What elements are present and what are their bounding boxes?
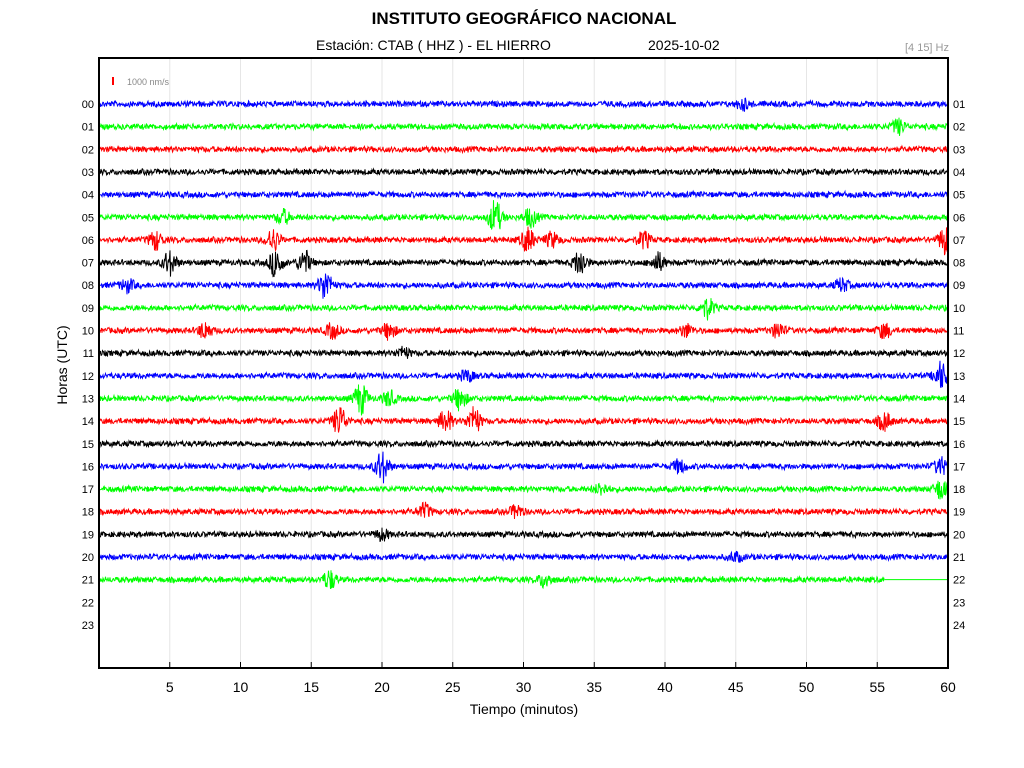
chart-title: INSTITUTO GEOGRÁFICO NACIONAL bbox=[371, 9, 677, 28]
trace-hour-07 bbox=[99, 249, 949, 278]
trace-hour-16 bbox=[99, 451, 949, 484]
trace-hour-03 bbox=[99, 167, 949, 177]
right-hour-label-02: 02 bbox=[953, 122, 965, 134]
right-hour-label-05: 05 bbox=[953, 190, 965, 202]
left-hour-label-21: 21 bbox=[82, 575, 94, 587]
right-hour-label-13: 13 bbox=[953, 371, 965, 383]
left-hour-label-05: 05 bbox=[82, 212, 94, 224]
right-hour-label-23: 23 bbox=[953, 597, 965, 609]
left-hour-label-13: 13 bbox=[82, 393, 94, 405]
left-hour-label-03: 03 bbox=[82, 167, 94, 179]
x-tick-label-50: 50 bbox=[799, 679, 815, 695]
right-hour-label-24: 24 bbox=[953, 620, 965, 632]
left-hour-label-11: 11 bbox=[83, 348, 94, 360]
left-hour-label-06: 06 bbox=[82, 235, 94, 247]
left-hour-label-16: 16 bbox=[82, 461, 94, 473]
right-hour-label-15: 15 bbox=[953, 416, 965, 428]
left-hour-label-02: 02 bbox=[82, 144, 94, 156]
right-hour-label-06: 06 bbox=[953, 212, 965, 224]
x-axis-label: Tiempo (minutos) bbox=[469, 701, 579, 717]
right-hour-ticks: 01 02 03 04 05 06 07 08 09 10 11 12 13 14 15 16 17 18 19 20… bbox=[953, 99, 965, 632]
left-hour-label-22: 22 bbox=[82, 597, 94, 609]
right-hour-label-03: 03 bbox=[953, 144, 965, 156]
left-hour-label-07: 07 bbox=[82, 258, 94, 270]
trace-hour-15 bbox=[99, 438, 949, 449]
left-hour-label-14: 14 bbox=[82, 416, 94, 428]
right-hour-label-10: 10 bbox=[953, 303, 965, 315]
trace-hour-19 bbox=[99, 527, 949, 543]
x-tick-label-40: 40 bbox=[657, 679, 673, 695]
left-hour-label-08: 08 bbox=[82, 280, 94, 292]
right-hour-label-17: 17 bbox=[953, 461, 965, 473]
trace-hour-12 bbox=[99, 360, 949, 388]
left-hour-label-23: 23 bbox=[82, 620, 94, 632]
trace-hour-08 bbox=[99, 273, 949, 299]
x-tick-label-5: 5 bbox=[166, 679, 174, 695]
left-hour-label-12: 12 bbox=[82, 371, 94, 383]
x-tick-label-60: 60 bbox=[940, 679, 956, 695]
left-hour-ticks: 00 01 02 03 04 05 06 07 08 09 10 11 12 13 14 15 16 17 18 19… bbox=[82, 99, 94, 632]
left-hour-label-10: 10 bbox=[82, 326, 94, 338]
trace-hour-21 bbox=[99, 570, 885, 590]
x-tick-label-35: 35 bbox=[586, 679, 602, 695]
trace-hour-14 bbox=[99, 406, 949, 433]
left-hour-label-09: 09 bbox=[82, 303, 94, 315]
scale-bar bbox=[112, 77, 114, 85]
right-hour-label-20: 20 bbox=[953, 529, 965, 541]
left-hour-label-17: 17 bbox=[82, 484, 94, 496]
x-tick-label-30: 30 bbox=[516, 679, 532, 695]
left-hour-label-00: 00 bbox=[82, 99, 94, 111]
grid-lines bbox=[169, 58, 878, 668]
right-hour-label-14: 14 bbox=[953, 393, 965, 405]
x-tick-label-15: 15 bbox=[303, 679, 319, 695]
right-hour-label-04: 04 bbox=[953, 167, 965, 179]
trace-hour-00 bbox=[99, 97, 949, 112]
trace-hour-02 bbox=[99, 144, 949, 155]
x-tick-label-55: 55 bbox=[869, 679, 885, 695]
left-hour-label-20: 20 bbox=[82, 552, 94, 564]
left-hour-label-04: 04 bbox=[82, 190, 94, 202]
date-label: 2025-10-02 bbox=[648, 37, 720, 53]
right-hour-label-08: 08 bbox=[953, 258, 965, 270]
right-hour-label-12: 12 bbox=[953, 348, 965, 360]
x-tick-label-45: 45 bbox=[728, 679, 744, 695]
right-hour-label-22: 22 bbox=[953, 575, 965, 587]
filter-band-label: [4 15] Hz bbox=[904, 42, 949, 54]
trace-hour-18 bbox=[99, 501, 949, 520]
seismic-traces bbox=[99, 97, 949, 590]
x-tick-label-25: 25 bbox=[445, 679, 461, 695]
x-axis-ticks: 5 10 15 20 25 30 35 40 45 50 55 60 bbox=[166, 662, 956, 695]
trace-hour-13 bbox=[99, 384, 949, 416]
right-hour-label-19: 19 bbox=[953, 507, 965, 519]
trace-hour-20 bbox=[99, 550, 949, 563]
x-tick-label-10: 10 bbox=[233, 679, 249, 695]
trace-hour-05 bbox=[99, 200, 949, 230]
trace-hour-11 bbox=[99, 345, 949, 359]
right-hour-label-16: 16 bbox=[953, 439, 965, 451]
scale-legend: 1000 nm/s bbox=[112, 77, 170, 87]
trace-hour-10 bbox=[99, 322, 949, 341]
station-label: Estación: CTAB ( HHZ ) - EL HIERRO bbox=[316, 37, 551, 53]
right-hour-label-11: 11 bbox=[953, 326, 964, 338]
left-hour-label-19: 19 bbox=[82, 529, 94, 541]
left-hour-label-15: 15 bbox=[82, 439, 94, 451]
trace-hour-17 bbox=[99, 480, 949, 500]
trace-hour-09 bbox=[99, 298, 949, 321]
scale-label: 1000 nm/s bbox=[127, 77, 170, 87]
x-tick-label-20: 20 bbox=[374, 679, 390, 695]
trace-hour-04 bbox=[99, 189, 949, 200]
right-hour-label-09: 09 bbox=[953, 280, 965, 292]
left-hour-label-18: 18 bbox=[82, 507, 94, 519]
trace-hour-01 bbox=[99, 117, 948, 136]
right-hour-label-18: 18 bbox=[953, 484, 965, 496]
trace-hour-06 bbox=[99, 226, 949, 256]
right-hour-label-21: 21 bbox=[953, 552, 965, 564]
right-hour-label-01: 01 bbox=[953, 99, 965, 111]
right-hour-label-07: 07 bbox=[953, 235, 965, 247]
left-hour-label-01: 01 bbox=[82, 122, 94, 134]
